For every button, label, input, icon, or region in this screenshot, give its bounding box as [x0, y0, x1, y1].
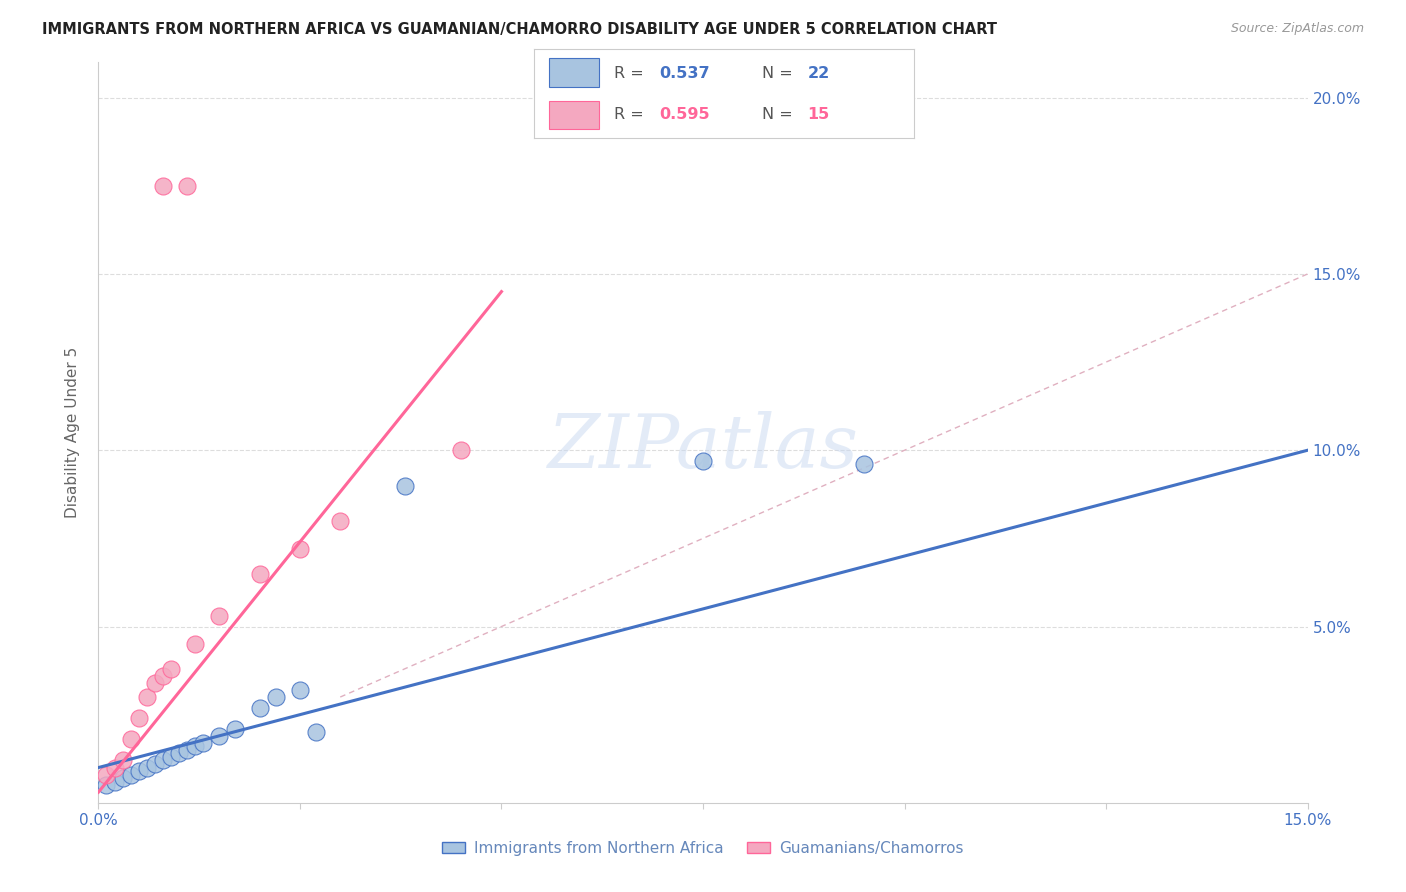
- Text: R =: R =: [614, 107, 644, 121]
- Point: [135, 690, 157, 704]
- Point: [208, 729, 231, 743]
- Point: [111, 754, 134, 768]
- Point: [692, 454, 714, 468]
- Point: [152, 754, 174, 768]
- Text: N =: N =: [762, 107, 793, 121]
- Point: [160, 662, 183, 676]
- Point: [160, 750, 183, 764]
- Point: [329, 514, 352, 528]
- Legend: Immigrants from Northern Africa, Guamanians/Chamorros: Immigrants from Northern Africa, Guamani…: [436, 835, 970, 862]
- Y-axis label: Disability Age Under 5: Disability Age Under 5: [65, 347, 80, 518]
- Point: [176, 743, 198, 757]
- Text: ZIPatlas: ZIPatlas: [547, 411, 859, 483]
- Point: [135, 760, 157, 774]
- Point: [111, 771, 134, 785]
- Point: [184, 739, 207, 754]
- Text: 0.537: 0.537: [659, 66, 710, 80]
- Point: [288, 683, 311, 698]
- Point: [249, 566, 271, 581]
- Point: [128, 711, 150, 725]
- Point: [143, 757, 166, 772]
- Bar: [550, 58, 599, 87]
- Text: IMMIGRANTS FROM NORTHERN AFRICA VS GUAMANIAN/CHAMORRO DISABILITY AGE UNDER 5 COR: IMMIGRANTS FROM NORTHERN AFRICA VS GUAMA…: [42, 22, 997, 37]
- Point: [305, 725, 328, 739]
- Text: 0.595: 0.595: [659, 107, 710, 121]
- Text: 15: 15: [807, 107, 830, 121]
- Point: [853, 458, 876, 472]
- Text: 22: 22: [807, 66, 830, 80]
- Point: [152, 178, 174, 193]
- Text: R =: R =: [614, 66, 644, 80]
- Bar: [550, 101, 599, 129]
- Text: N =: N =: [762, 66, 793, 80]
- Point: [120, 732, 142, 747]
- Point: [120, 767, 142, 781]
- Point: [193, 736, 215, 750]
- Point: [96, 778, 118, 792]
- Point: [288, 541, 311, 556]
- Point: [103, 774, 125, 789]
- Point: [184, 637, 207, 651]
- Point: [450, 443, 472, 458]
- Point: [103, 760, 125, 774]
- Point: [208, 609, 231, 624]
- Point: [143, 676, 166, 690]
- Point: [394, 478, 416, 492]
- Point: [96, 767, 118, 781]
- Point: [176, 178, 198, 193]
- Text: Source: ZipAtlas.com: Source: ZipAtlas.com: [1230, 22, 1364, 36]
- Point: [264, 690, 287, 704]
- Point: [167, 747, 190, 761]
- Point: [224, 722, 246, 736]
- Point: [128, 764, 150, 778]
- Point: [152, 669, 174, 683]
- Point: [249, 700, 271, 714]
